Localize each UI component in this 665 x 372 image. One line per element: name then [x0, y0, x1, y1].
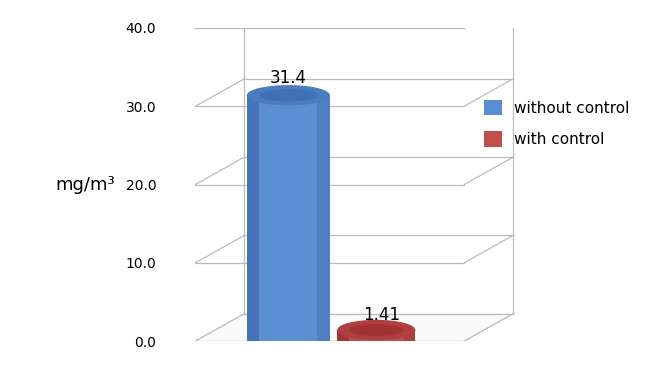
Ellipse shape	[337, 320, 416, 340]
Ellipse shape	[259, 89, 317, 101]
Bar	[404, 330, 416, 341]
Bar	[247, 95, 259, 341]
Bar	[247, 95, 330, 341]
Polygon shape	[196, 314, 513, 341]
Ellipse shape	[337, 331, 416, 351]
Text: 31.4: 31.4	[270, 70, 307, 87]
Bar	[337, 330, 349, 341]
Bar	[337, 330, 416, 341]
Bar	[317, 95, 330, 341]
Ellipse shape	[247, 331, 330, 351]
Ellipse shape	[247, 85, 330, 105]
Ellipse shape	[349, 324, 404, 336]
Text: 1.41: 1.41	[362, 306, 400, 324]
Y-axis label: mg/m³: mg/m³	[55, 176, 114, 193]
Legend: without control, with control: without control, with control	[476, 92, 638, 154]
